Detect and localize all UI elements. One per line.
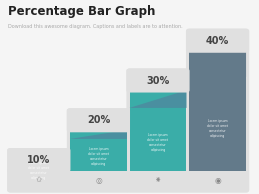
FancyBboxPatch shape	[7, 168, 70, 192]
FancyBboxPatch shape	[67, 108, 130, 132]
Text: 40%: 40%	[206, 36, 229, 46]
FancyBboxPatch shape	[67, 108, 130, 192]
Polygon shape	[189, 50, 246, 77]
Polygon shape	[70, 130, 127, 139]
Text: ◎: ◎	[95, 176, 102, 185]
Text: 20%: 20%	[87, 115, 110, 125]
FancyBboxPatch shape	[7, 148, 70, 192]
FancyBboxPatch shape	[189, 50, 246, 171]
Text: Lorem ipsum
dolor sit amet
consectetur
adipiscing: Lorem ipsum dolor sit amet consectetur a…	[147, 133, 169, 152]
FancyBboxPatch shape	[126, 168, 190, 192]
Text: 30%: 30%	[146, 75, 170, 86]
Text: ✩: ✩	[36, 176, 42, 185]
FancyBboxPatch shape	[130, 90, 186, 171]
FancyBboxPatch shape	[67, 168, 130, 192]
Polygon shape	[130, 90, 186, 108]
FancyBboxPatch shape	[186, 168, 249, 192]
Text: Lorem ipsum
dolor sit amet
consectetur
adipiscing: Lorem ipsum dolor sit amet consectetur a…	[207, 119, 228, 139]
FancyBboxPatch shape	[10, 170, 67, 171]
Text: ◉: ◉	[214, 176, 221, 185]
Text: Percentage Bar Graph: Percentage Bar Graph	[8, 5, 155, 18]
Text: ⁕: ⁕	[155, 176, 161, 185]
FancyBboxPatch shape	[70, 130, 127, 171]
FancyBboxPatch shape	[186, 29, 249, 53]
FancyBboxPatch shape	[186, 29, 249, 192]
FancyBboxPatch shape	[126, 68, 190, 93]
FancyBboxPatch shape	[7, 148, 70, 172]
Text: 10%: 10%	[27, 155, 51, 165]
Text: Lorem ipsum
dolor sit amet
consectetur
adipiscing: Lorem ipsum dolor sit amet consectetur a…	[88, 147, 109, 166]
FancyBboxPatch shape	[126, 68, 190, 192]
Text: Download this awesome diagram. Captions and labels are to attention.: Download this awesome diagram. Captions …	[8, 24, 182, 29]
Text: Lorem ipsum
dolor sit amet
consectetur
adipiscing: Lorem ipsum dolor sit amet consectetur a…	[28, 161, 49, 180]
